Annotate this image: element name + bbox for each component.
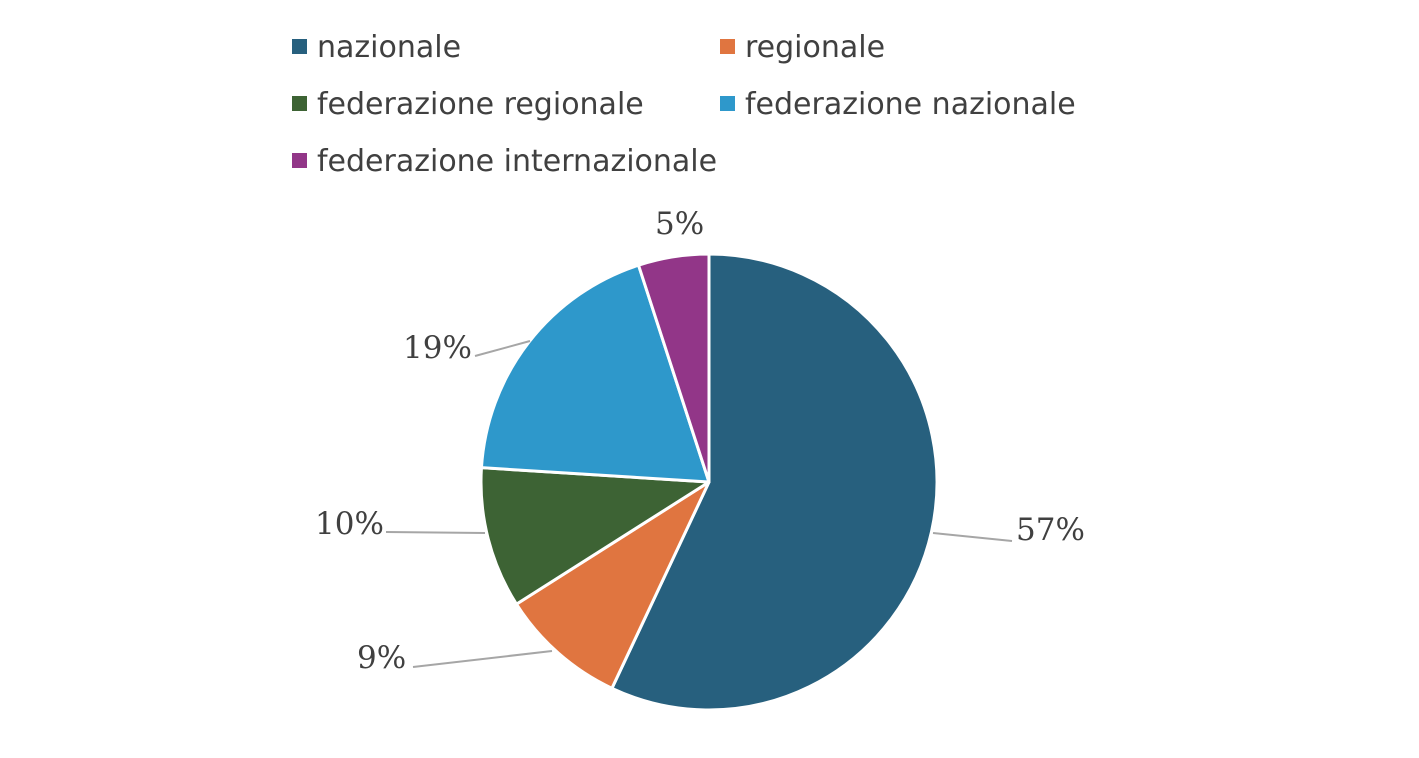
pie-slice-federazione-regionale	[479, 466, 711, 606]
data-label-federazione-internazionale: 5%	[655, 206, 704, 242]
data-label-federazione-nazionale: 19%	[403, 330, 472, 366]
pie-slice-federazione-internazionale	[637, 252, 711, 484]
pie-slice-nazionale	[610, 252, 939, 712]
legend-label-federazione-internazionale: federazione internazionale	[317, 144, 717, 179]
leader-lines	[385, 340, 1013, 668]
legend-swatch-nazionale	[292, 39, 307, 54]
legend-swatch-federazione-regionale	[292, 96, 307, 111]
legend-label-federazione-regionale: federazione regionale	[317, 87, 644, 122]
leader-line-regionale	[412, 650, 553, 668]
legend-label-nazionale: nazionale	[317, 30, 461, 65]
legend-label-regionale: regionale	[745, 30, 885, 65]
data-label-nazionale: 57%	[1016, 512, 1085, 548]
data-label-regionale: 9%	[357, 640, 406, 676]
leader-line-federazione-nazionale	[474, 340, 531, 357]
legend-swatch-federazione-internazionale	[292, 153, 307, 168]
legend-swatch-regionale	[720, 39, 735, 54]
legend-label-federazione-nazionale: federazione nazionale	[745, 87, 1076, 122]
data-labels: 57% 9% 10% 19% 5%	[315, 206, 1085, 676]
leader-line-nazionale	[932, 532, 1013, 542]
leader-line-federazione-regionale	[385, 531, 486, 534]
data-label-federazione-regionale: 10%	[315, 506, 384, 542]
pie-slice-regionale	[514, 480, 711, 690]
pie-slices	[479, 252, 939, 712]
legend-swatch-federazione-nazionale	[720, 96, 735, 111]
chart-legend: nazionale regionale federazione regionale f…	[292, 30, 1076, 179]
